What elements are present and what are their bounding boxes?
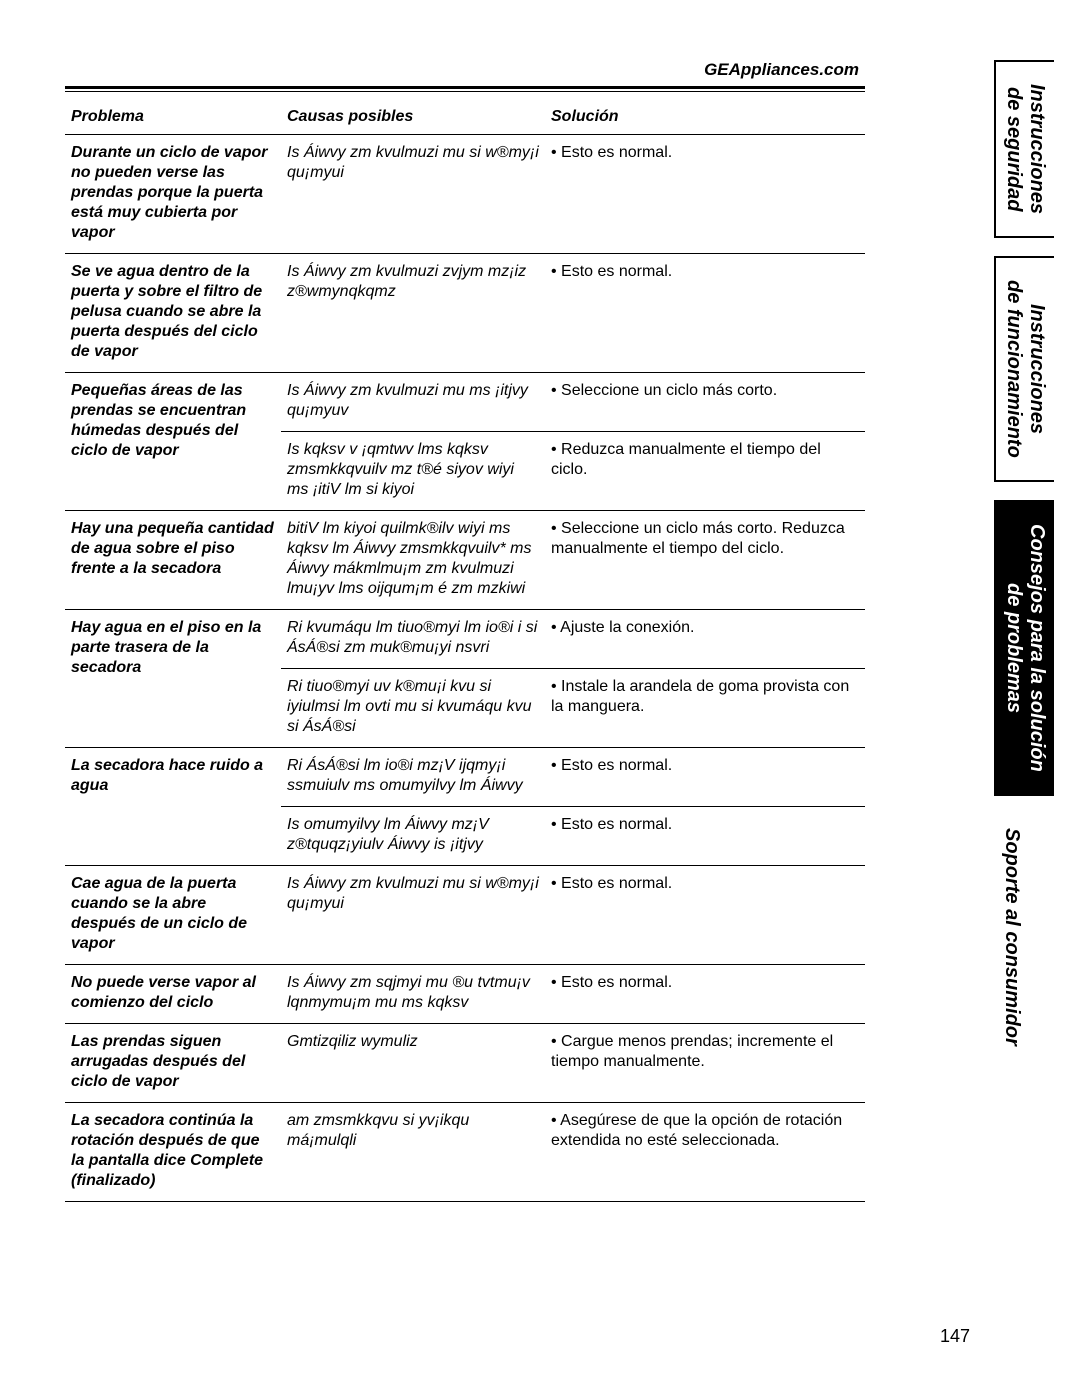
side-tab-line: Instrucciones: [1026, 84, 1048, 214]
cause-cell: bitiV lm kiyoi quilmk®ilv wiyi ms kqksv …: [281, 511, 545, 610]
side-tab-line: Instrucciones: [1026, 304, 1048, 434]
cause-cell: Is Áiwvy zm kvulmuzi mu ms ¡itjvy qu¡myu…: [281, 373, 545, 432]
problem-cell: La secadora continúa la rotación después…: [65, 1103, 281, 1202]
problem-cell: Durante un ciclo de vapor no pueden vers…: [65, 135, 281, 254]
side-tab[interactable]: Consejos para la soluciónde problemas: [994, 500, 1054, 796]
side-tab-line: de seguridad: [1003, 87, 1025, 211]
cause-cell: Ri kvumáqu lm tiuo®myi lm io®i i si ÁsÁ®…: [281, 610, 545, 669]
problem-cell: No puede verse vapor al comienzo del cic…: [65, 965, 281, 1024]
solution-cell: • Esto es normal.: [545, 135, 865, 254]
page-number: 147: [940, 1326, 970, 1347]
side-tab[interactable]: Soporte al consumidor: [994, 814, 1029, 1060]
side-tab-line: Soporte al consumidor: [1001, 828, 1023, 1046]
side-tab-line: de funcionamiento: [1003, 280, 1025, 458]
solution-cell: • Cargue menos prendas; incremente el ti…: [545, 1024, 865, 1103]
solution-cell: • Asegúrese de que la opción de rotación…: [545, 1103, 865, 1202]
cause-cell: Is Áiwvy zm sqjmyi mu ®u tvtmu¡v lqnmymu…: [281, 965, 545, 1024]
cause-cell: Is Áiwvy zm kvulmuzi mu si w®my¡i qu¡myu…: [281, 866, 545, 965]
problem-cell: Pequeñas áreas de las prendas se encuent…: [65, 373, 281, 511]
col-header-solution: Solución: [545, 102, 865, 135]
table-row: Durante un ciclo de vapor no pueden vers…: [65, 135, 865, 254]
table-row: Cae agua de la puerta cuando se la abre …: [65, 866, 865, 965]
solution-cell: • Seleccione un ciclo más corto. Reduzca…: [545, 511, 865, 610]
cause-cell: Ri ÁsÁ®si lm io®i mz¡V ijqmy¡i ssmuiulv …: [281, 748, 545, 807]
side-tabs: Instruccionesde seguridadInstruccionesde…: [994, 60, 1042, 1078]
cause-cell: Is Áiwvy zm kvulmuzi zvjym mz¡iz z®wmynq…: [281, 254, 545, 373]
cause-cell: Is Áiwvy zm kvulmuzi mu si w®my¡i qu¡myu…: [281, 135, 545, 254]
col-header-causes: Causas posibles: [281, 102, 545, 135]
page-content: GEAppliances.com Problema Causas posible…: [65, 60, 865, 1202]
solution-cell: • Instale la arandela de goma provista c…: [545, 669, 865, 748]
table-row: Las prendas siguen arrugadas después del…: [65, 1024, 865, 1103]
table-row: Pequeñas áreas de las prendas se encuent…: [65, 373, 865, 432]
problem-cell: Las prendas siguen arrugadas después del…: [65, 1024, 281, 1103]
solution-cell: • Esto es normal.: [545, 807, 865, 866]
solution-cell: • Seleccione un ciclo más corto.: [545, 373, 865, 432]
table-row: No puede verse vapor al comienzo del cic…: [65, 965, 865, 1024]
problem-cell: Cae agua de la puerta cuando se la abre …: [65, 866, 281, 965]
cause-cell: Gmtizqiliz wymuliz: [281, 1024, 545, 1103]
cause-cell: Is kqksv v ¡qmtwv lms kqksv zmsmkkqvuilv…: [281, 432, 545, 511]
solution-cell: • Esto es normal.: [545, 965, 865, 1024]
col-header-problem: Problema: [65, 102, 281, 135]
table-row: La secadora continúa la rotación después…: [65, 1103, 865, 1202]
site-url: GEAppliances.com: [65, 60, 865, 86]
cause-cell: am zmsmkkqvu si yv¡ikqu má¡mulqli: [281, 1103, 545, 1202]
rule-thick: [65, 86, 865, 89]
side-tab-line: de problemas: [1003, 583, 1025, 713]
solution-cell: • Esto es normal.: [545, 748, 865, 807]
table-row: Se ve agua dentro de la puerta y sobre e…: [65, 254, 865, 373]
solution-cell: • Reduzca manualmente el tiempo del cicl…: [545, 432, 865, 511]
cause-cell: Is omumyilvy lm Áiwvy mz¡V z®tquqz¡yiulv…: [281, 807, 545, 866]
side-tab-line: Consejos para la solución: [1026, 524, 1048, 772]
troubleshooting-table: Problema Causas posibles Solución Durant…: [65, 102, 865, 1202]
table-row: Hay agua en el piso en la parte trasera …: [65, 610, 865, 669]
rule-thin: [65, 91, 865, 92]
problem-cell: Hay agua en el piso en la parte trasera …: [65, 610, 281, 748]
table-row: La secadora hace ruido a aguaRi ÁsÁ®si l…: [65, 748, 865, 807]
problem-cell: Se ve agua dentro de la puerta y sobre e…: [65, 254, 281, 373]
cause-cell: Ri tiuo®myi uv k®mu¡i kvu si iyiulmsi lm…: [281, 669, 545, 748]
solution-cell: • Ajuste la conexión.: [545, 610, 865, 669]
problem-cell: Hay una pequeña cantidad de agua sobre e…: [65, 511, 281, 610]
table-row: Hay una pequeña cantidad de agua sobre e…: [65, 511, 865, 610]
side-tab[interactable]: Instruccionesde seguridad: [994, 60, 1054, 238]
problem-cell: La secadora hace ruido a agua: [65, 748, 281, 866]
solution-cell: • Esto es normal.: [545, 254, 865, 373]
side-tab[interactable]: Instruccionesde funcionamiento: [994, 256, 1054, 482]
solution-cell: • Esto es normal.: [545, 866, 865, 965]
